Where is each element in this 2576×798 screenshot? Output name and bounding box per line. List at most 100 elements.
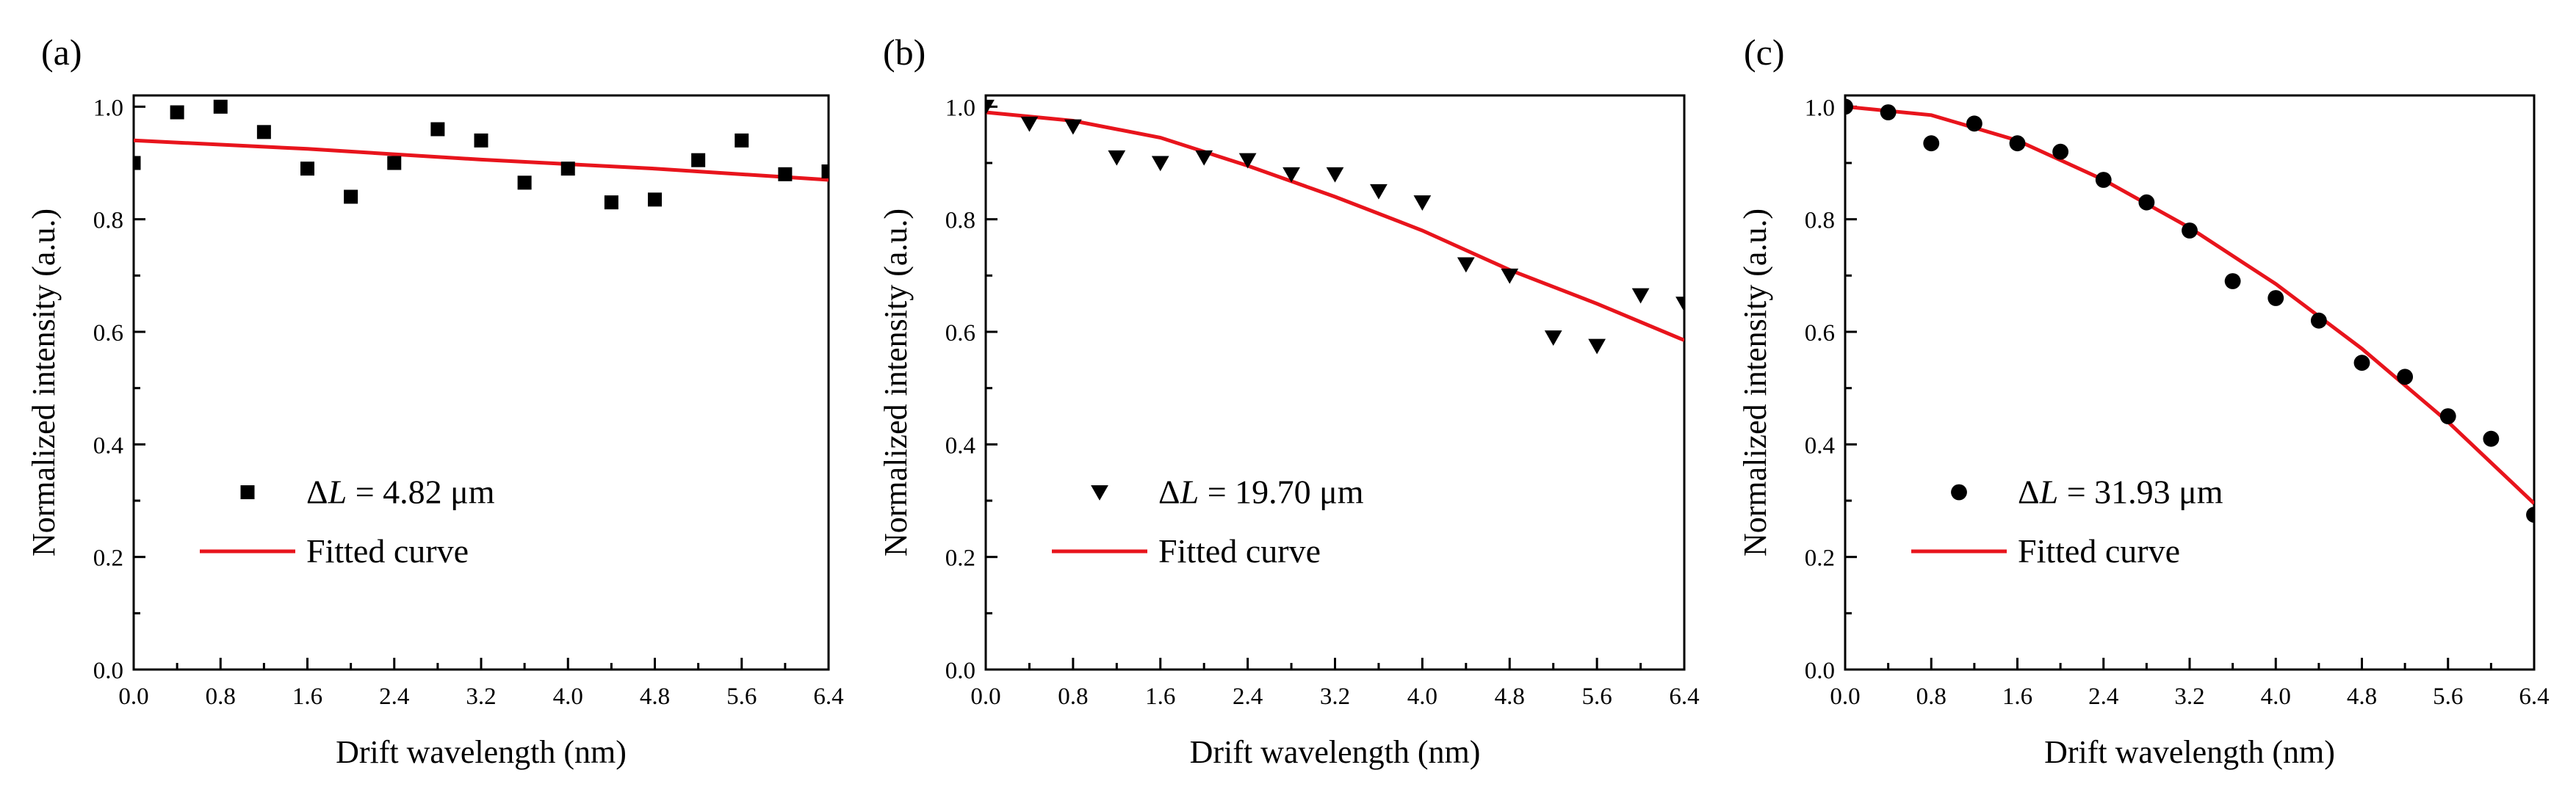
plot-area <box>1845 98 2534 523</box>
legend-variable: L <box>2039 474 2059 511</box>
x-tick-label: 2.4 <box>2088 683 2118 710</box>
panel-label: (a) <box>41 32 82 73</box>
x-tick-label: 0.8 <box>206 683 236 710</box>
y-tick-label: 0.8 <box>945 208 975 234</box>
data-point <box>1457 257 1475 273</box>
fitted-curve <box>986 110 1684 342</box>
x-tick-label: 4.0 <box>553 683 583 710</box>
data-point <box>430 122 445 137</box>
data-point <box>1413 195 1432 211</box>
data-point <box>213 99 228 114</box>
data-point <box>2095 172 2112 188</box>
legend-value: = 19.70 μm <box>1199 474 1364 511</box>
data-point <box>2224 273 2241 289</box>
y-tick-label: 0.6 <box>1805 320 1835 347</box>
legend-value: = 4.82 μm <box>347 474 495 511</box>
legend-fit-label: Fitted curve <box>2018 532 2180 570</box>
legend-marker <box>1091 485 1108 501</box>
y-tick-label: 0.0 <box>93 658 123 684</box>
data-point <box>170 105 184 120</box>
data-point <box>1195 150 1213 166</box>
legend: ΔL = 31.93 μm Fitted curve <box>1911 474 2223 570</box>
data-point <box>1588 338 1606 355</box>
data-point <box>821 164 829 178</box>
plot-area <box>986 99 1684 355</box>
legend-series-label: ΔL = 4.82 μm <box>306 474 495 511</box>
panel-label: (c) <box>1744 32 1785 73</box>
fitted-curve <box>1845 104 2534 505</box>
y-tick-label: 1.0 <box>93 95 123 121</box>
axes-frame <box>132 94 830 671</box>
x-tick-label: 4.8 <box>640 683 670 710</box>
data-point <box>2353 355 2370 371</box>
data-point <box>517 175 532 190</box>
data-point <box>560 162 575 176</box>
data-point <box>778 167 793 181</box>
data-point <box>1544 330 1562 346</box>
axes-frame <box>1844 94 2536 671</box>
panel-label: (b) <box>883 32 926 73</box>
x-tick-label: 4.0 <box>2261 683 2291 710</box>
data-point <box>1064 119 1082 135</box>
panel-c: (c) 0.0 0.2 0.4 0.6 0.8 1.0 0.0 0.8 1.6 2.4 3.2 4.0 4… <box>1737 32 2550 770</box>
legend-delta: Δ <box>2018 474 2040 511</box>
y-tick-label: 0.2 <box>93 545 123 572</box>
data-point <box>648 192 662 207</box>
y-axis-title: Normalized intensity (a.u.) <box>1737 208 1773 556</box>
data-point <box>2526 507 2534 523</box>
x-tick-label: 1.6 <box>292 683 322 710</box>
data-point <box>1326 167 1344 183</box>
y-tick-label: 0.2 <box>945 545 975 572</box>
data-point <box>1631 288 1650 304</box>
data-point <box>735 133 749 148</box>
x-axis-title: Drift wavelength (nm) <box>336 734 627 770</box>
x-tick-label: 3.2 <box>466 683 496 710</box>
x-tick-label: 5.6 <box>726 683 757 710</box>
x-axis-title: Drift wavelength (nm) <box>2044 734 2335 770</box>
legend-marker <box>240 485 255 499</box>
legend-series-label: ΔL = 31.93 μm <box>2018 474 2223 511</box>
data-point <box>1238 153 1257 169</box>
data-point <box>1370 184 1388 200</box>
data-point <box>256 125 271 139</box>
x-tick-label: 0.0 <box>118 683 148 710</box>
y-tick-label: 0.4 <box>93 432 123 459</box>
data-point <box>2397 369 2414 385</box>
x-tick-label: 1.6 <box>1145 683 1175 710</box>
y-tick-label: 0.4 <box>1805 432 1835 459</box>
x-tick-label: 6.4 <box>2519 683 2549 710</box>
data-point <box>691 153 706 167</box>
x-tick-label: 0.8 <box>1058 683 1088 710</box>
legend-variable: L <box>1180 474 1199 511</box>
panel-b: (b) 0.0 0.2 0.4 0.6 0.8 1.0 0.0 0.8 1.6 2.4 3.2 4.0 4… <box>878 32 1700 770</box>
y-tick-label: 0.0 <box>945 658 975 684</box>
data-point <box>1923 135 1940 152</box>
legend-delta: Δ <box>1158 474 1180 511</box>
data-point <box>1282 167 1300 183</box>
data-point <box>134 156 141 170</box>
data-point <box>300 162 314 176</box>
data-point <box>2009 135 2026 152</box>
data-point <box>2439 408 2456 424</box>
panel-a: (a) 0.0 0.2 0.4 0.6 0.8 1.0 0.0 0.8 1.6 2.4 3.2 4.0 4… <box>26 32 844 770</box>
data-point <box>1845 98 1853 115</box>
legend: ΔL = 19.70 μm Fitted curve <box>1052 474 1364 570</box>
y-axis-title: Normalized intensity (a.u.) <box>26 208 62 556</box>
data-point <box>474 133 488 148</box>
legend-delta: Δ <box>306 474 328 511</box>
x-tick-label: 3.2 <box>1320 683 1350 710</box>
x-tick-label: 0.8 <box>1916 683 1947 710</box>
x-tick-label: 0.0 <box>1830 683 1860 710</box>
legend-fit-label: Fitted curve <box>306 532 469 570</box>
legend-fit-label: Fitted curve <box>1158 532 1321 570</box>
x-tick-label: 4.0 <box>1407 683 1437 710</box>
data-point <box>387 156 402 170</box>
data-point <box>986 99 995 115</box>
y-tick-label: 0.6 <box>945 320 975 347</box>
legend-series-label: ΔL = 19.70 μm <box>1158 474 1364 511</box>
y-tick-label: 0.8 <box>1805 208 1835 234</box>
data-point <box>2182 222 2198 239</box>
legend-value: = 31.93 μm <box>2058 474 2223 511</box>
fitted-curve <box>134 138 829 182</box>
x-tick-label: 6.4 <box>813 683 843 710</box>
